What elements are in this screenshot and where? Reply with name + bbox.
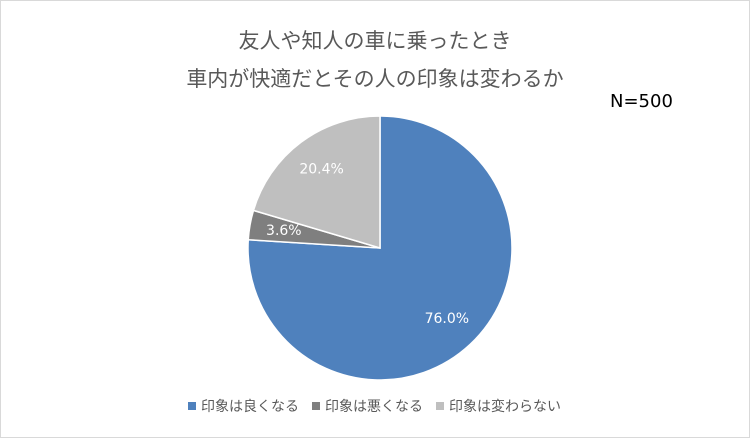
legend-swatch	[312, 402, 320, 410]
pie-slice	[252, 115, 381, 250]
pie-slice	[247, 115, 513, 381]
legend-label: 印象は悪くなる	[325, 399, 423, 415]
annotation: N=500	[610, 91, 673, 112]
legend-label: 印象は変わらない	[449, 398, 561, 415]
data-label: 76.0%	[425, 311, 469, 327]
legend-label: 印象は良くなる	[201, 399, 299, 415]
chart-title: 車内が快適だとその人の印象は変わるか	[186, 67, 563, 91]
legend-swatch	[188, 402, 196, 410]
data-label: 3.6%	[266, 223, 302, 239]
chart-title: 友人や知人の車に乗ったとき	[239, 29, 512, 53]
legend-swatch	[436, 402, 444, 410]
data-label: 20.4%	[299, 162, 343, 178]
